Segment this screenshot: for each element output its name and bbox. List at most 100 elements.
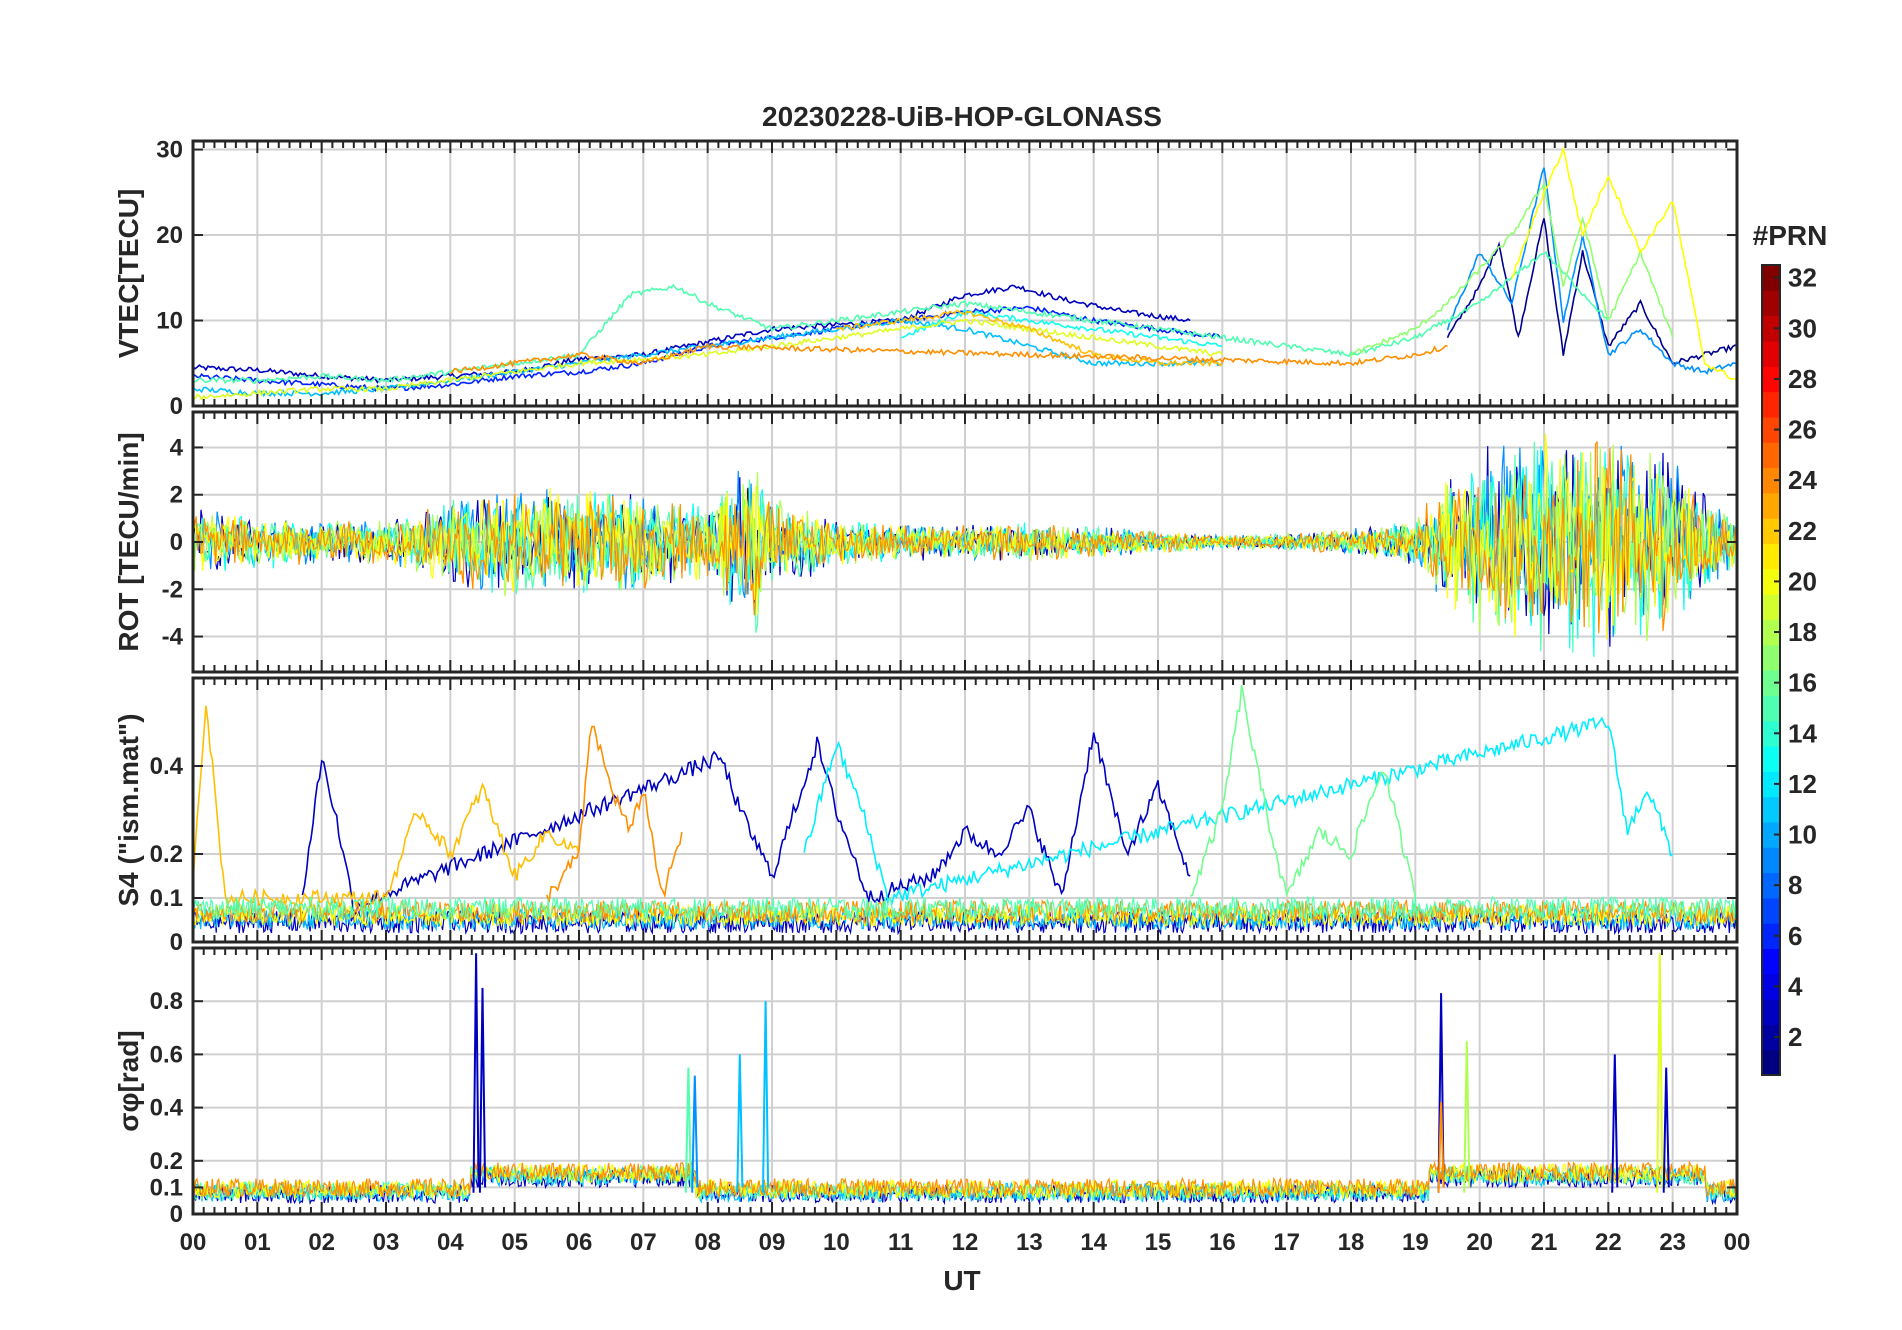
colorbar-tick-label: 8 [1788, 870, 1802, 900]
y-tick-label: -2 [162, 576, 183, 603]
colorbar-tick-label: 10 [1788, 820, 1817, 850]
colorbar-tick-label: 16 [1788, 668, 1817, 698]
spike [472, 953, 480, 1193]
colorbar-tick-label: 24 [1788, 465, 1817, 495]
colorbar-segment [1762, 366, 1780, 393]
spike [736, 1054, 744, 1193]
y-tick-label: 0.1 [150, 1174, 183, 1201]
x-tick-label: 00 [180, 1229, 207, 1256]
colorbar-segment [1762, 543, 1780, 570]
x-tick-label: 11 [888, 1229, 913, 1256]
spike [1662, 1067, 1670, 1193]
series-prn-16 [1189, 684, 1417, 899]
series-prn-15 [193, 250, 1609, 385]
y-tick-label: 0 [170, 1201, 183, 1228]
colorbar-tick-label: 18 [1788, 617, 1817, 647]
x-tick-label: 19 [1402, 1229, 1429, 1256]
colorbar-tick-label: 12 [1788, 769, 1817, 799]
y-tick-label: 0 [170, 929, 183, 956]
baseline-trace [193, 909, 1737, 936]
series-prn-11 [193, 317, 1223, 398]
spike [1656, 953, 1664, 1193]
colorbar-segment [1762, 594, 1780, 620]
y-tick-label: 0.6 [150, 1041, 183, 1068]
colorbar-tick-label: 30 [1788, 313, 1817, 343]
y-tick-label: 0 [170, 529, 183, 556]
y-tick-label: 30 [156, 137, 183, 164]
spike [684, 1067, 692, 1193]
x-tick-label: 18 [1338, 1229, 1365, 1256]
series-prn-17 [1350, 180, 1674, 358]
x-tick-label: 12 [952, 1229, 979, 1256]
y-tick-label: 0.4 [150, 1095, 184, 1122]
colorbar-segment [1762, 821, 1780, 848]
x-tick-label: 16 [1209, 1229, 1236, 1256]
series-prn-9 [1446, 167, 1737, 375]
y-axis-label: σφ[rad] [113, 1030, 144, 1131]
colorbar-segment [1762, 847, 1780, 874]
y-axis-label: VTEC[TECU] [113, 189, 144, 359]
series-prn-24 [193, 441, 1737, 634]
colorbar-tick-label: 6 [1788, 921, 1802, 951]
spike [1611, 1054, 1619, 1193]
baseline-trace [193, 1162, 1737, 1201]
colorbar-segment [1762, 416, 1780, 443]
x-tick-label: 02 [308, 1229, 335, 1256]
x-tick-label: 23 [1659, 1229, 1686, 1256]
colorbar-segment [1762, 897, 1780, 924]
y-tick-label: 0 [170, 393, 183, 420]
x-tick-label: 22 [1595, 1229, 1622, 1256]
y-tick-label: 10 [156, 308, 183, 335]
colorbar-segment [1762, 315, 1780, 342]
colorbar-segment [1762, 290, 1780, 317]
y-tick-label: 0.1 [150, 885, 183, 912]
colorbar-segment [1762, 948, 1780, 975]
colorbar-segment [1762, 619, 1780, 646]
spike [762, 1001, 770, 1193]
panel-rot: -4 -2 0 2 4 ROT [TECU/min] [113, 410, 1739, 674]
colorbar-segment [1762, 265, 1780, 291]
y-tick-label: 20 [156, 222, 183, 249]
colorbar-tick-label: 20 [1788, 566, 1817, 596]
colorbar-tick-label: 32 [1788, 263, 1817, 293]
x-tick-label: 20 [1466, 1229, 1493, 1256]
x-tick-label: 10 [823, 1229, 850, 1256]
series-prn-20 [1511, 146, 1737, 382]
colorbar-tick-label: 22 [1788, 516, 1817, 546]
colorbar-segment [1762, 518, 1780, 545]
y-tick-label: -4 [162, 624, 184, 651]
colorbar-segment [1762, 973, 1780, 1000]
x-tick-label: 15 [1145, 1229, 1172, 1256]
y-tick-label: 2 [170, 482, 183, 509]
x-tick-label: 07 [630, 1229, 657, 1256]
baseline-trace [193, 902, 1737, 929]
panel-vtec: 0 10 20 30 VTEC[TECU] [113, 137, 1739, 420]
colorbar-tick-label: 26 [1788, 415, 1817, 445]
colorbar-segment [1762, 340, 1780, 367]
x-tick-label: 04 [437, 1229, 464, 1256]
colorbar-label: #PRN [1753, 220, 1828, 251]
colorbar-segment [1762, 492, 1780, 519]
spike [1437, 1102, 1445, 1193]
colorbar-segment [1762, 745, 1780, 772]
colorbar-segment [1762, 1049, 1780, 1076]
x-tick-label: 03 [373, 1229, 400, 1256]
colorbar-tick-label: 2 [1788, 1022, 1802, 1052]
colorbar-segment [1762, 720, 1780, 747]
colorbar-tick-label: 14 [1788, 718, 1817, 748]
spike [478, 987, 487, 1193]
x-tick-label: 17 [1273, 1229, 1300, 1256]
plot-area [193, 433, 1737, 657]
series-prn-24 [546, 725, 683, 903]
x-tick-label: 13 [1016, 1229, 1043, 1256]
x-tick-label: 05 [501, 1229, 528, 1256]
spike [1463, 1041, 1471, 1193]
x-tick-label: 06 [566, 1229, 593, 1256]
colorbar-segment [1762, 568, 1780, 595]
plot-area [193, 146, 1737, 401]
x-tick-label: 14 [1080, 1229, 1107, 1256]
colorbar-segment [1762, 999, 1780, 1025]
x-tick-label: 01 [244, 1229, 271, 1256]
